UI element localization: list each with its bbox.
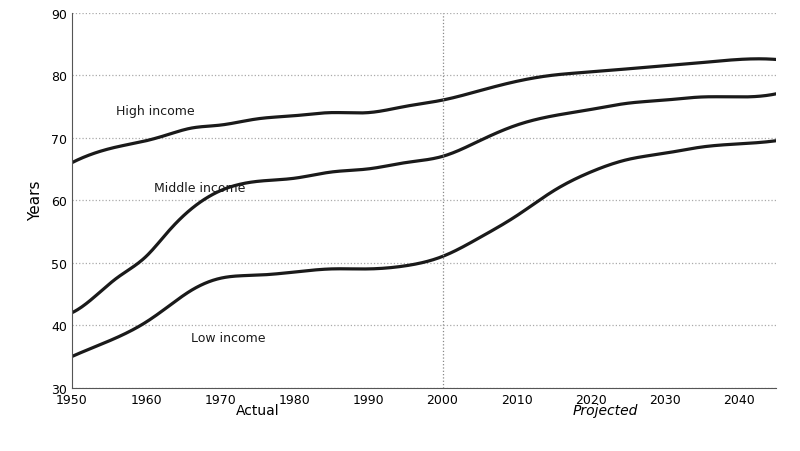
- Text: Low income: Low income: [190, 331, 265, 344]
- Text: Actual: Actual: [235, 404, 279, 418]
- Text: Projected: Projected: [573, 404, 638, 418]
- Text: Middle income: Middle income: [154, 181, 245, 194]
- Y-axis label: Years: Years: [28, 180, 43, 221]
- Text: High income: High income: [117, 105, 195, 118]
